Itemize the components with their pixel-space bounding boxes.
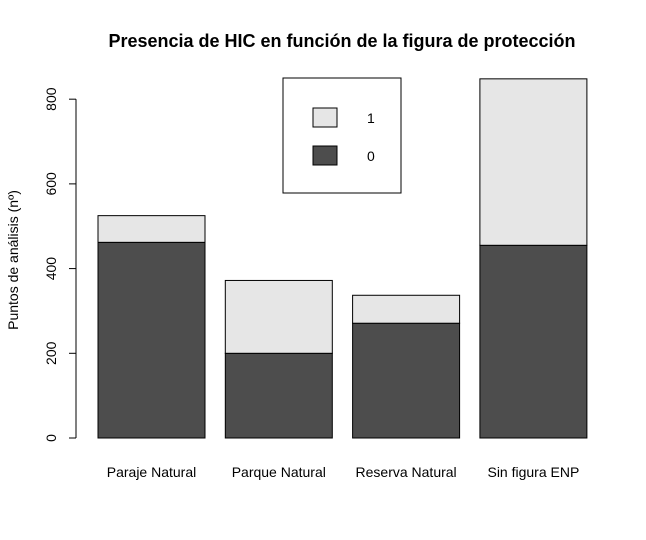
legend-swatch-1 [312,107,338,128]
x-category-label: Sin figura ENP [487,464,579,480]
bar-paraje-natural-series-0 [97,241,206,439]
y-tick-label: 200 [43,341,59,365]
x-category-label: Reserva Natural [356,464,457,480]
bar-reserva-natural-series-0 [352,322,461,439]
legend-label-1: 1 [367,110,375,126]
y-tick-label: 800 [43,87,59,111]
chart-title: Presencia de HIC en función de la figura… [108,31,575,51]
legend-label-0: 0 [367,148,375,164]
bar-sin-figura-enp-series-0 [479,244,588,439]
legend-swatch-0 [312,145,338,166]
legend-items: 10 [312,107,375,166]
category-labels: Paraje Natural Parque Natural Reserva Natu… [107,464,580,480]
bar-paraje-natural-series-1 [97,215,206,243]
y-tick-label: 600 [43,172,59,196]
bar-sin-figura-enp-series-1 [479,78,588,246]
y-tick-label: 400 [43,257,59,281]
bar-parque-natural-series-1 [224,279,333,354]
x-category-label: Paraje Natural [107,464,197,480]
bar-reserva-natural-series-1 [352,294,461,324]
y-axis-label: Puntos de análisis (nº) [5,190,21,330]
bars [97,78,588,439]
y-axis: 0 200 400 600 800 [43,87,77,442]
legend: 10 [282,77,402,194]
y-tick-label: 0 [43,434,59,442]
x-category-label: Parque Natural [232,464,326,480]
legend-box [282,77,402,194]
bar-parque-natural-series-0 [224,352,333,439]
